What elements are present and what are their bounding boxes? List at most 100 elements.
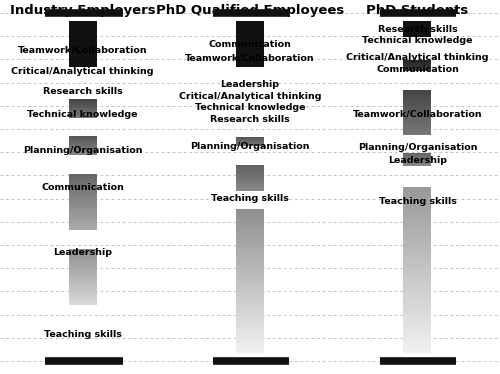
Bar (404, 248, 431, 251)
Bar (404, 93, 431, 94)
Bar (68, 176, 96, 177)
Bar (68, 266, 96, 267)
Bar (236, 173, 264, 174)
Bar (404, 95, 431, 96)
Bar (236, 262, 264, 265)
Bar (404, 92, 431, 93)
Bar (236, 168, 264, 169)
Bar (404, 201, 431, 203)
Text: Communication: Communication (41, 183, 124, 191)
Bar (68, 271, 96, 272)
Bar (236, 46, 264, 47)
Bar (236, 34, 264, 36)
Text: Technical knowledge: Technical knowledge (27, 110, 138, 119)
Bar (68, 25, 96, 26)
Text: Leadership: Leadership (388, 156, 447, 165)
Bar (404, 309, 431, 312)
Bar (404, 226, 431, 229)
Bar (404, 198, 431, 201)
Bar (68, 194, 96, 195)
Bar (68, 44, 96, 45)
Bar (404, 267, 431, 270)
Bar (68, 255, 96, 256)
Bar (404, 105, 431, 106)
Bar (68, 251, 96, 252)
Bar (404, 301, 431, 304)
Bar (68, 26, 96, 27)
Bar (236, 175, 264, 176)
Bar (404, 298, 431, 301)
Bar (236, 298, 264, 301)
Bar (68, 21, 96, 22)
Bar (236, 279, 264, 282)
Bar (404, 94, 431, 95)
Bar (68, 211, 96, 212)
Bar (404, 254, 431, 256)
Bar (236, 174, 264, 175)
Bar (68, 262, 96, 263)
Bar (68, 283, 96, 284)
Bar (236, 23, 264, 24)
Bar (68, 210, 96, 211)
Bar (404, 317, 431, 320)
Bar (68, 66, 96, 67)
Bar (68, 226, 96, 227)
Bar (68, 217, 96, 218)
Bar (68, 64, 96, 65)
Text: Industry Employers: Industry Employers (10, 4, 156, 17)
Bar (68, 267, 96, 269)
Bar (68, 278, 96, 279)
Bar (404, 256, 431, 259)
Bar (404, 129, 431, 130)
Bar (404, 114, 431, 115)
Bar (68, 181, 96, 183)
Bar (68, 216, 96, 217)
Bar (404, 133, 431, 134)
Bar (68, 54, 96, 55)
Text: Technical knowledge: Technical knowledge (195, 103, 305, 112)
Bar (236, 58, 264, 59)
Text: Communication: Communication (208, 40, 292, 49)
Bar (404, 273, 431, 276)
Bar (68, 221, 96, 223)
Bar (68, 47, 96, 48)
Bar (68, 215, 96, 216)
Bar (68, 177, 96, 178)
Bar (236, 269, 264, 272)
Bar (68, 28, 96, 29)
Bar (404, 295, 431, 298)
Bar (68, 58, 96, 59)
Bar (236, 337, 264, 339)
Bar (68, 62, 96, 63)
Bar (404, 237, 431, 240)
Bar (236, 48, 264, 49)
Bar (68, 174, 96, 175)
Bar (404, 123, 431, 124)
Bar (68, 225, 96, 226)
Bar (404, 127, 431, 128)
Bar (68, 280, 96, 282)
Bar (236, 35, 264, 36)
Bar (68, 39, 96, 40)
Bar (236, 296, 264, 298)
Text: PhD Qualified Employees: PhD Qualified Employees (156, 4, 344, 17)
Bar (236, 45, 264, 46)
Bar (68, 292, 96, 294)
Text: Research skills: Research skills (378, 25, 458, 34)
Bar (236, 34, 264, 35)
Bar (68, 264, 96, 266)
Bar (236, 320, 264, 322)
Bar (236, 39, 264, 40)
Bar (236, 226, 264, 229)
Bar (404, 131, 431, 132)
Bar (236, 178, 264, 179)
Bar (68, 302, 96, 303)
Bar (68, 287, 96, 288)
Bar (404, 119, 431, 120)
Bar (404, 262, 431, 265)
Bar (404, 234, 431, 237)
Bar (68, 202, 96, 203)
Bar (236, 181, 264, 182)
Text: Planning/Organisation: Planning/Organisation (23, 146, 142, 155)
Bar (236, 281, 264, 284)
